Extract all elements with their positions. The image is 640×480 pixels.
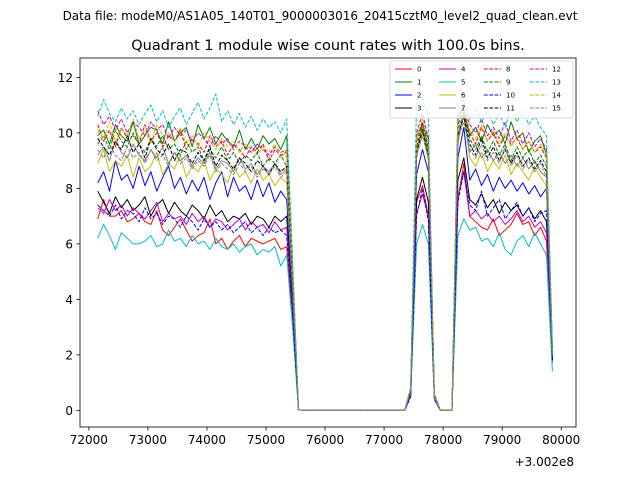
y-tick-label: 2 (65, 348, 73, 362)
x-tick-label: 79000 (483, 433, 521, 447)
x-axis-offset-label: +3.002e8 (515, 455, 574, 469)
x-tick-label: 74000 (188, 433, 226, 447)
legend-label-3: 3 (417, 105, 421, 113)
legend-box (389, 60, 574, 119)
legend-label-13: 13 (552, 79, 561, 87)
series-line-15 (97, 121, 553, 411)
legend-label-9: 9 (506, 79, 510, 87)
y-tick-label: 6 (65, 237, 73, 251)
legend-label-7: 7 (461, 105, 465, 113)
x-tick-label: 76000 (306, 433, 344, 447)
series-line-9 (97, 112, 553, 411)
legend-label-12: 12 (552, 66, 561, 74)
axis-ticks: 72000 73000 74000 75000 76000 77000 78000 79000… (58, 71, 581, 447)
figure-suptitle: Data file: modeM0/AS1A05_140T01_90000030… (63, 9, 578, 23)
x-tick-label: 72000 (70, 433, 108, 447)
legend-label-0: 0 (417, 66, 421, 74)
legend-label-10: 10 (506, 92, 515, 100)
axes-frame (79, 57, 577, 428)
legend-label-11: 11 (506, 105, 515, 113)
legend-label-6: 6 (461, 92, 466, 100)
y-tick-label: 10 (58, 126, 73, 140)
legend-label-4: 4 (461, 66, 466, 74)
x-tick-label: 77000 (365, 433, 403, 447)
y-tick-label: 0 (65, 404, 73, 418)
y-tick-label: 8 (65, 182, 73, 196)
x-tick-label: 75000 (247, 433, 285, 447)
legend-label-2: 2 (417, 92, 421, 100)
x-tick-label: 73000 (129, 433, 167, 447)
x-tick-label: 78000 (424, 433, 462, 447)
legend-label-1: 1 (417, 79, 421, 87)
y-tick-label: 4 (65, 293, 73, 307)
y-tick-label: 12 (58, 71, 73, 85)
legend-label-5: 5 (461, 79, 465, 87)
chart-title: Quadrant 1 module wise count rates with … (131, 38, 525, 54)
legend-label-14: 14 (552, 92, 561, 100)
x-tick-label: 80000 (542, 433, 580, 447)
plot-area (79, 57, 577, 428)
legend-label-8: 8 (506, 66, 510, 74)
legend-label-15: 15 (552, 105, 561, 113)
